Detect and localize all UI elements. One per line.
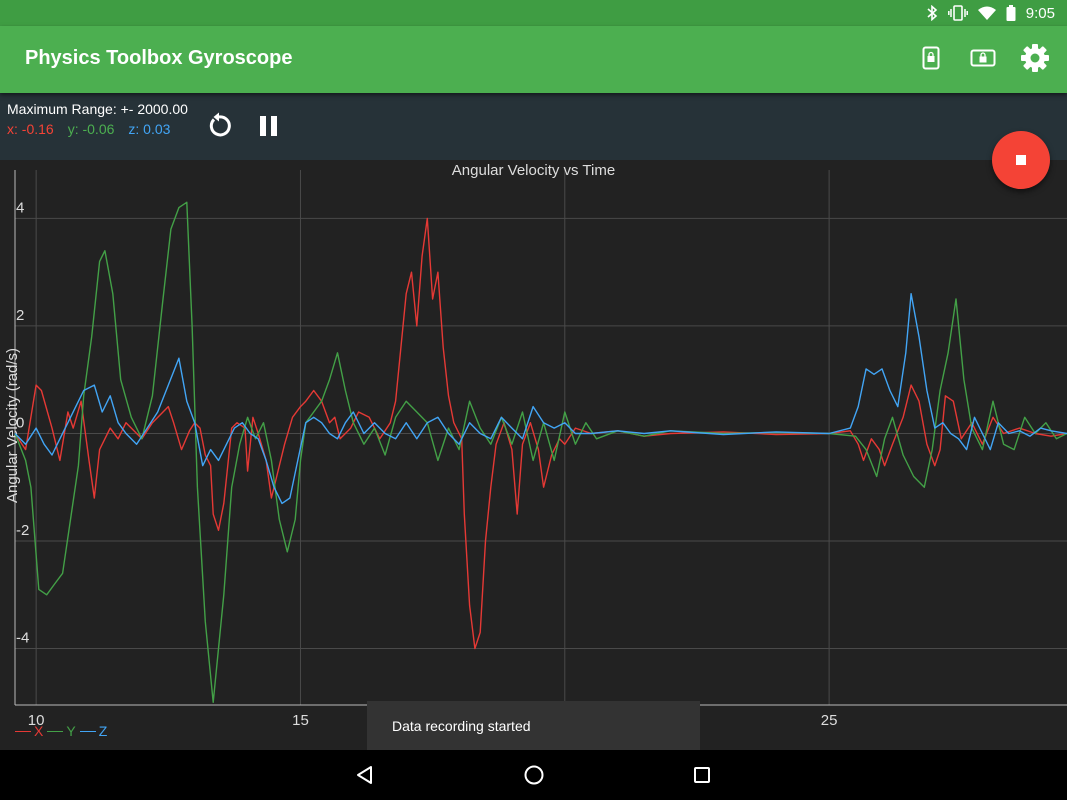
reset-button[interactable] <box>204 111 234 141</box>
recents-square-icon <box>694 767 710 783</box>
record-stop-button[interactable] <box>992 131 1050 189</box>
screen-lock-button[interactable] <box>967 42 999 74</box>
y-axis-label: Angular Velocity (rad/s) <box>4 348 21 503</box>
home-button[interactable] <box>521 762 547 788</box>
settings-button[interactable] <box>1019 42 1051 74</box>
y-readout: y: -0.06 <box>67 121 115 137</box>
status-time: 9:05 <box>1025 4 1055 22</box>
chart-title: Angular Velocity vs Time <box>451 162 616 179</box>
pause-button[interactable] <box>254 111 284 141</box>
legend-label-y: Y <box>66 723 76 739</box>
legend-label-z: Z <box>98 723 108 739</box>
y-tick-label: 4 <box>16 199 24 216</box>
wifi-icon <box>977 6 996 20</box>
chart-legend: X Y Z <box>15 723 111 739</box>
phone-lock-icon <box>922 46 940 70</box>
status-bar: 9:05 <box>0 0 1067 26</box>
home-circle-icon <box>524 765 544 785</box>
z-readout: z: 0.03 <box>128 121 171 137</box>
max-range-label: Maximum Range: +- 2000.00 <box>7 101 188 117</box>
x-tick-label: 25 <box>821 712 838 729</box>
x-tick-label: 10 <box>28 712 45 729</box>
y-tick-label: 2 <box>16 307 24 324</box>
refresh-icon <box>209 112 231 137</box>
navigation-bar <box>0 750 1067 800</box>
angular-velocity-chart: 4 2 0 -2 -4 10 15 25 Angular Velocity (rad/s) <box>4 170 1067 729</box>
readouts: x: -0.16 y: -0.06 z: 0.03 <box>7 121 170 137</box>
settings-gear-icon <box>1021 44 1049 72</box>
bluetooth-icon <box>926 5 938 21</box>
stop-icon <box>1016 155 1026 165</box>
orientation-lock-button[interactable] <box>915 42 947 74</box>
info-panel: Maximum Range: +- 2000.00 x: -0.16 y: -0… <box>0 93 1067 160</box>
battery-icon <box>1006 5 1016 21</box>
toast-text: Data recording started <box>392 718 531 734</box>
back-button[interactable] <box>352 762 378 788</box>
recents-button[interactable] <box>689 762 715 788</box>
series-line-z <box>14 293 1067 505</box>
legend-item-x: X <box>15 723 43 739</box>
x-readout: x: -0.16 <box>7 121 54 137</box>
y-tick-label: 0 <box>16 414 24 431</box>
legend-label-x: X <box>34 723 44 739</box>
y-tick-label: -4 <box>16 630 29 647</box>
legend-item-y: Y <box>47 723 76 739</box>
toast: Data recording started <box>367 701 700 750</box>
chart-area: 4 2 0 -2 -4 10 15 25 Angular Velocity (rad/s) An… <box>0 160 1067 750</box>
app-bar: Physics Toolbox Gyroscope <box>0 26 1067 93</box>
screen-lock-icon <box>970 49 996 67</box>
pause-icon <box>260 116 277 136</box>
series-line-y <box>14 201 1067 703</box>
y-tick-label: -2 <box>16 522 29 539</box>
vibrate-icon <box>947 5 968 21</box>
x-tick-label: 15 <box>292 712 309 729</box>
legend-item-z: Z <box>79 723 108 739</box>
app-title: Physics Toolbox Gyroscope <box>25 47 293 69</box>
back-triangle-icon <box>357 766 372 784</box>
